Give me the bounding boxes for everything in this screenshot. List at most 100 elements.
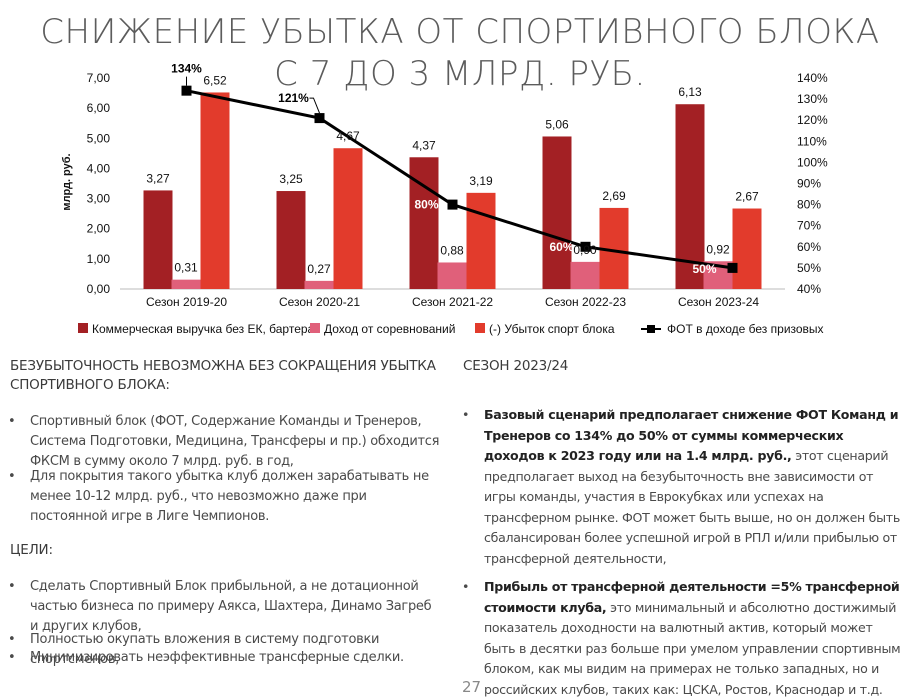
- bar-1: [143, 190, 173, 289]
- y-tick-label: 2,00: [87, 222, 111, 236]
- y2-tick-label: 90%: [797, 177, 821, 191]
- goal-bullet-3: • Минимизировать неэффективные трансферн…: [8, 648, 450, 668]
- bar-2: [570, 261, 600, 289]
- legend-swatch: [475, 323, 485, 333]
- right-bullet-2-text: это минимальный и абсолютно достижимый п…: [484, 599, 901, 697]
- left-bullet-2: • Для покрытия такого убытка клуб должен…: [8, 467, 440, 527]
- bar-3: [200, 92, 230, 289]
- y-axis-title: млрд. руб.: [61, 153, 73, 210]
- y-tick-label: 4,00: [87, 161, 111, 175]
- line-marker: [580, 241, 591, 252]
- x-tick-label: Сезон 2020-21: [279, 295, 360, 309]
- goal-bullet-1: • Сделать Спортивный Блок прибыльной, а …: [8, 577, 440, 637]
- x-tick-label: Сезон 2019-20: [146, 295, 227, 309]
- right-bullet-2: • Прибыль от трансферной деятельности =5…: [462, 577, 904, 700]
- y2-tick-label: 100%: [797, 155, 828, 169]
- bar-value-label: 4,67: [336, 129, 360, 143]
- x-tick-label: Сезон 2021-22: [412, 295, 493, 309]
- line-value-label: 80%: [414, 198, 438, 212]
- y2-tick-label: 40%: [797, 282, 821, 296]
- line-marker: [727, 262, 738, 273]
- right-bullet-1: • Базовый сценарий предполагает снижение…: [462, 405, 904, 569]
- y2-tick-label: 60%: [797, 240, 821, 254]
- bar-1: [542, 136, 572, 289]
- y-tick-label: 7,00: [87, 71, 111, 85]
- bar-value-label: 6,13: [678, 85, 702, 99]
- legend-swatch: [78, 323, 88, 333]
- bar-value-label: 3,27: [146, 171, 170, 185]
- x-tick-label: Сезон 2022-23: [545, 295, 626, 309]
- y-tick-label: 6,00: [87, 101, 111, 115]
- page-number: 27: [462, 678, 482, 696]
- left-heading-breakeven: БЕЗУБЫТОЧНОСТЬ НЕВОЗМОЖНА БЕЗ СОКРАЩЕНИЯ…: [10, 358, 436, 393]
- bar-3: [333, 148, 363, 289]
- y2-tick-label: 110%: [797, 134, 827, 148]
- legend-swatch: [310, 323, 320, 333]
- x-tick-label: Сезон 2023-24: [678, 295, 759, 309]
- bar-2: [171, 279, 201, 289]
- goal-bullet-3-text: Минимизировать неэффективные трансферные…: [30, 650, 404, 665]
- left-bullet-1: • Спортивный блок (ФОТ, Содержание Коман…: [8, 412, 440, 472]
- bar-1: [276, 191, 306, 289]
- slide-title-line-1: СНИЖЕНИЕ УБЫТКА ОТ СПОРТИВНОГО БЛОКА: [40, 12, 880, 52]
- bar-3: [732, 208, 762, 289]
- right-bullet-1-bold: Базовый сценарий предполагает снижение Ф…: [484, 407, 899, 463]
- line-series: [186, 89, 733, 270]
- y-tick-label: 0,00: [87, 282, 111, 296]
- line-value-label: 60%: [549, 240, 573, 254]
- bullet-dot: •: [8, 650, 16, 665]
- bar-value-label: 0,27: [307, 262, 331, 276]
- bar-value-label: 2,67: [735, 190, 759, 204]
- left-heading-goals: ЦЕЛИ:: [10, 542, 53, 558]
- bullet-dot: •: [462, 407, 470, 422]
- bullet-dot: •: [8, 632, 16, 647]
- legend-label: Доход от соревнований: [324, 322, 455, 336]
- y2-tick-label: 130%: [797, 92, 828, 106]
- bar-3: [466, 192, 496, 289]
- left-bullet-1-text: Спортивный блок (ФОТ, Содержание Команды…: [30, 414, 440, 469]
- line-marker: [181, 85, 192, 96]
- bullet-dot: •: [8, 579, 16, 594]
- bar-value-label: 5,06: [545, 117, 569, 131]
- goal-bullet-1-text: Сделать Спортивный Блок прибыльной, а не…: [30, 579, 432, 634]
- y-tick-label: 1,00: [87, 252, 111, 266]
- y-tick-label: 5,00: [87, 131, 111, 145]
- y-tick-label: 3,00: [87, 192, 111, 206]
- slide-title-line-2: С 7 ДО 3 МЛРД. РУБ.: [274, 54, 646, 94]
- bar-value-label: 2,69: [602, 189, 626, 203]
- y2-tick-label: 140%: [797, 71, 828, 85]
- leader-line: [309, 97, 320, 114]
- line-value-label: 134%: [171, 62, 202, 76]
- chart: 0,00 1,00 2,00 3,00 4,00 5,00 6,00 7,00 40% 50% 60…: [61, 62, 828, 336]
- bar-value-label: 0,90: [573, 243, 597, 257]
- bar-value-label: 4,37: [412, 138, 436, 152]
- legend-label: (-) Убыток спорт блока: [489, 322, 615, 336]
- line-value-label: 50%: [692, 262, 716, 276]
- y2-tick-label: 80%: [797, 198, 821, 212]
- line-marker: [447, 199, 458, 210]
- legend-label: ФОТ в доходе без призовых: [667, 322, 824, 336]
- legend-label: Коммерческая выручка без ЕК, бартера: [92, 322, 315, 336]
- bar-value-label: 0,92: [706, 242, 730, 256]
- bullet-dot: •: [462, 579, 470, 594]
- right-heading-season: СЕЗОН 2023/24: [463, 358, 569, 374]
- bar-value-label: 6,52: [203, 73, 227, 87]
- bullet-dot: •: [8, 469, 16, 484]
- bar-2: [304, 280, 334, 289]
- line-marker: [314, 113, 325, 124]
- right-bullet-2-bold: Прибыль от трансферной деятельности =5% …: [484, 579, 900, 615]
- bar-1: [409, 157, 439, 289]
- left-bullet-2-text: Для покрытия такого убытка клуб должен з…: [30, 469, 429, 524]
- bar-1: [675, 104, 705, 289]
- y2-tick-label: 70%: [797, 219, 821, 233]
- bar-2: [437, 262, 467, 289]
- bar-value-label: 3,25: [279, 172, 303, 186]
- legend-marker-icon: [647, 325, 655, 333]
- line-value-label: 121%: [278, 91, 309, 105]
- bar-value-label: 0,88: [440, 243, 464, 257]
- goal-bullet-2-text: Полностью окупать вложения в систему под…: [30, 632, 380, 667]
- bar-value-label: 3,19: [469, 174, 493, 188]
- bar-value-label: 0,31: [174, 261, 198, 275]
- y2-tick-label: 120%: [797, 113, 828, 127]
- right-bullet-1-text: этот сценарий предполагает выход на безу…: [484, 448, 900, 566]
